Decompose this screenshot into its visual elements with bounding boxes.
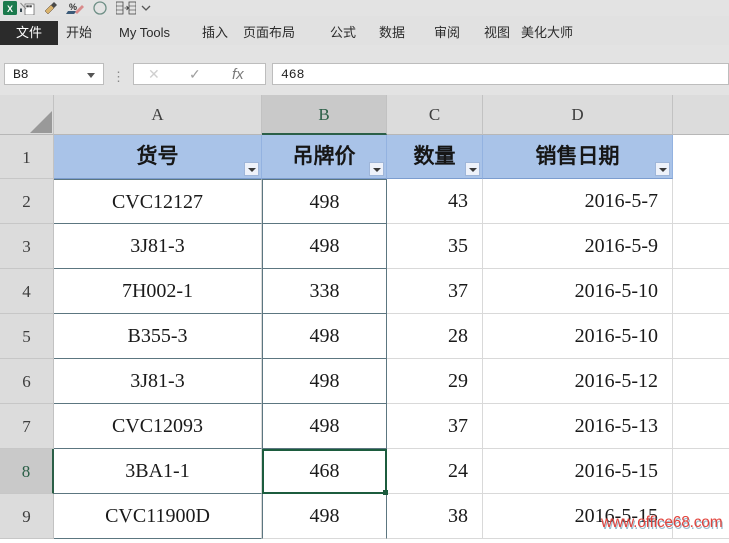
svg-text:X: X	[7, 4, 13, 14]
svg-text:%: %	[69, 2, 77, 12]
